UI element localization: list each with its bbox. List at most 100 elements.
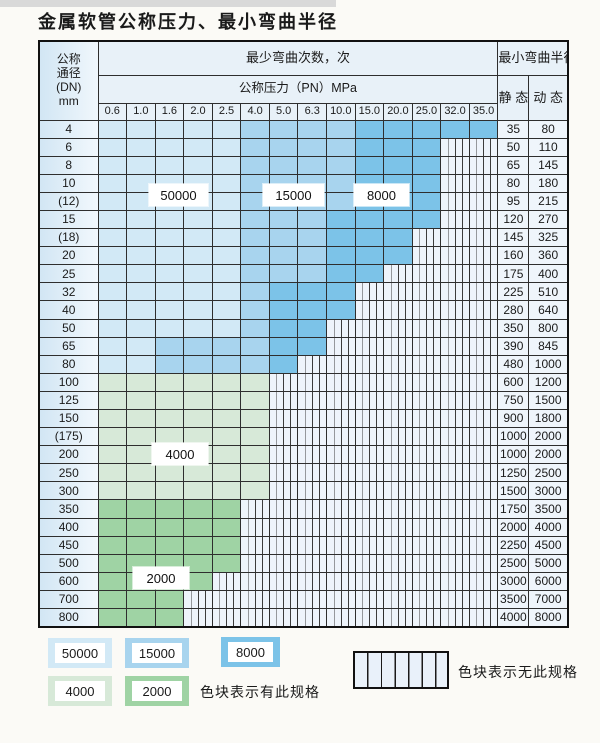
dynamic-radius-cell: 145 [528,155,569,175]
no-spec-cell [411,427,442,447]
no-spec-cell [383,553,413,573]
cycles-50000-cell [97,209,128,230]
cycles-8000-cell [354,155,385,175]
legend-swatch-label: 15000 [132,643,182,663]
dn-column-header: 公称 通径 (DN) mm [38,40,99,121]
cycles-2000-cell [97,535,128,555]
static-radius-cell: 3000 [497,571,530,591]
no-spec-cell [240,571,270,591]
cycles-50000-cell [154,228,185,248]
dynamic-radius-cell: 3000 [528,481,569,501]
no-spec-cell [411,589,442,610]
cycles-8000-cell [326,264,356,284]
cycles-50000-cell [211,300,242,320]
table-row: 250 1250 2500 [38,463,569,483]
cycles-8000-cell [354,228,385,248]
cycles-8000-cell [326,209,356,230]
dynamic-radius-cell: 360 [528,246,569,266]
cycles-50000-cell [211,191,242,211]
dn-cell: 450 [38,535,99,555]
no-spec-cell [240,535,270,555]
dynamic-radius-cell: 325 [528,228,569,248]
no-spec-cell [411,264,442,284]
no-spec-cell [440,390,470,411]
no-spec-cell [411,336,442,356]
no-spec-cell [354,499,385,519]
cycles-50000-cell [211,246,242,266]
no-spec-cell [326,390,356,411]
no-spec-cell [383,589,413,610]
static-radius-cell: 1000 [497,427,530,447]
cycles-4000-cell [211,408,242,429]
region-label-50000: 50000 [149,184,208,206]
no-spec-cell [240,553,270,573]
cycles-8000-cell [383,209,413,230]
table-row: 8 65 145 [38,155,569,175]
cycles-50000-cell [126,264,156,284]
no-spec-cell [326,608,356,628]
cycles-4000-cell [154,408,185,429]
table-row: 40 280 640 [38,300,569,320]
cycles-50000-cell [126,173,156,193]
pressure-header: 公称压力（PN）MPa [97,74,499,104]
cycles-4000-cell [154,481,185,501]
cycles-50000-cell [154,209,185,230]
cycles-2000-cell [211,517,242,537]
cycles-50000-cell [97,300,128,320]
table-row: 700 3500 7000 [38,589,569,610]
no-spec-cell [354,517,385,537]
cycles-15000-cell [240,209,270,230]
table-row: 200 1000 2000 [38,445,569,465]
cycles-2000-cell [97,589,128,610]
no-spec-cell [411,372,442,392]
no-spec-cell [354,589,385,610]
no-spec-cell [354,372,385,392]
dn-cell: (175) [38,427,99,447]
table-row: (175) 1000 2000 [38,427,569,447]
no-spec-cell [354,463,385,483]
no-spec-cell [268,608,299,628]
static-radius-cell: 145 [497,228,530,248]
cycles-8000-cell [354,209,385,230]
cycles-8000-cell [268,336,299,356]
cycles-8000-cell [411,173,442,193]
table-row: 350 1750 3500 [38,499,569,519]
cycles-50000-cell [126,282,156,302]
table-row: 32 225 510 [38,282,569,302]
no-spec-cell [468,137,499,157]
dynamic-radius-cell: 6000 [528,571,569,591]
dynamic-radius-cell: 400 [528,264,569,284]
no-spec-cell [383,354,413,374]
cycles-50000-cell [154,264,185,284]
cycles-4000-cell [154,463,185,483]
dn-cell: 20 [38,246,99,266]
no-spec-cell [411,499,442,519]
dynamic-radius-cell: 1800 [528,408,569,429]
cycles-50000-cell [126,300,156,320]
cycles-50000-cell [183,318,213,338]
table-row: 4 35 80 [38,119,569,139]
pressure-value-header: 20.0 [383,102,413,121]
no-spec-cell [240,589,270,610]
cycles-50000-cell [154,155,185,175]
cycles-15000-cell [268,246,299,266]
cycles-2000-cell [97,571,128,591]
no-spec-cell [326,427,356,447]
cycles-8000-cell [354,137,385,157]
cycles-8000-cell [326,300,356,320]
cycles-2000-cell [183,499,213,519]
no-spec-cell [440,535,470,555]
dn-cell: 400 [38,517,99,537]
cycles-15000-cell [240,264,270,284]
no-spec-cell [268,589,299,610]
static-radius-cell: 1000 [497,445,530,465]
dn-cell: 250 [38,463,99,483]
cycles-50000-cell [183,264,213,284]
cycles-50000-cell [211,318,242,338]
static-radius-cell: 1750 [497,499,530,519]
no-spec-cell [468,246,499,266]
no-spec-cell [440,264,470,284]
static-radius-cell: 390 [497,336,530,356]
cycles-15000-cell [240,228,270,248]
no-spec-cell [326,318,356,338]
